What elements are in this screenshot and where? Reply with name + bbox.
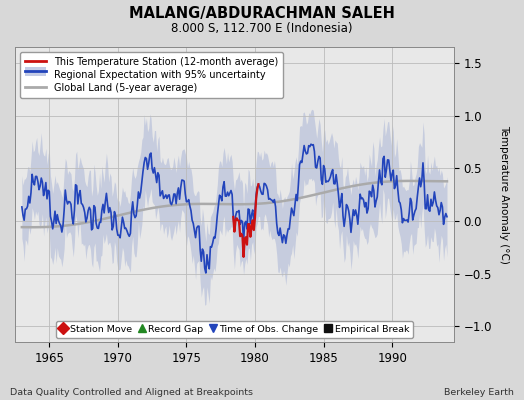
Text: Data Quality Controlled and Aligned at Breakpoints: Data Quality Controlled and Aligned at B… — [10, 388, 254, 397]
Text: MALANG/ABDURACHMAN SALEH: MALANG/ABDURACHMAN SALEH — [129, 6, 395, 21]
Text: Berkeley Earth: Berkeley Earth — [444, 388, 514, 397]
Text: 8.000 S, 112.700 E (Indonesia): 8.000 S, 112.700 E (Indonesia) — [171, 22, 353, 35]
Legend: Station Move, Record Gap, Time of Obs. Change, Empirical Break: Station Move, Record Gap, Time of Obs. C… — [56, 321, 413, 338]
Y-axis label: Temperature Anomaly (°C): Temperature Anomaly (°C) — [499, 125, 509, 264]
